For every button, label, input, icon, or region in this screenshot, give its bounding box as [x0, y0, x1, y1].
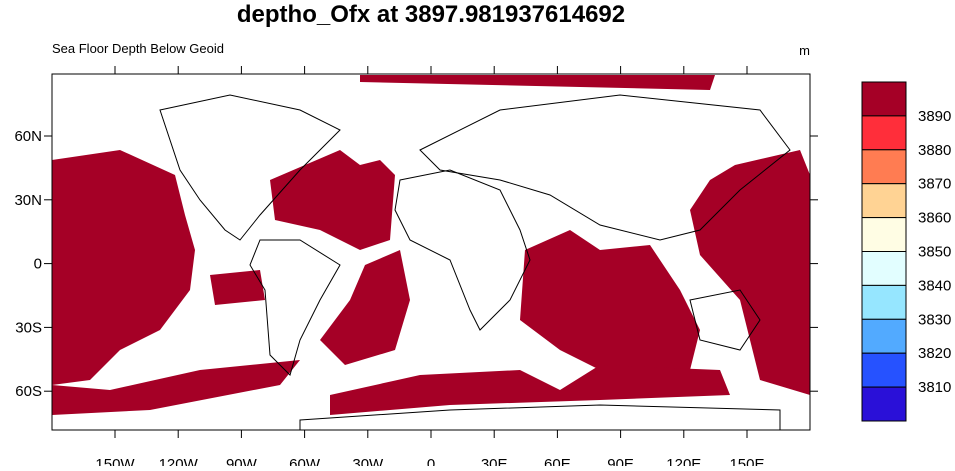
- colorbar-label: 3830: [918, 311, 951, 328]
- colorbar-label: 3810: [918, 379, 951, 396]
- colorbar-box: [861, 115, 907, 151]
- lat-label: 60N: [14, 128, 42, 145]
- lon-label: 150E: [729, 456, 764, 466]
- colorbar: 3890 3880 3870 3860 3850 3840 3830 3820 3810: [861, 81, 951, 422]
- colorbar-box: [861, 81, 907, 117]
- lat-label: 0: [34, 256, 42, 273]
- subtitle: Sea Floor Depth Below Geoid: [52, 41, 224, 56]
- lat-label: 30N: [14, 192, 42, 209]
- lat-label: 60S: [15, 383, 42, 400]
- colorbar-label: 3890: [918, 108, 951, 125]
- lon-label: 120E: [666, 456, 701, 466]
- colorbar-box: [861, 386, 907, 422]
- lon-label: 30E: [481, 456, 508, 466]
- lon-label: 60W: [289, 456, 321, 466]
- title: deptho_Ofx at 3897.981937614692: [237, 1, 625, 28]
- colorbar-box: [861, 183, 907, 219]
- map: [51, 73, 811, 431]
- lon-label: 90E: [607, 456, 634, 466]
- colorbar-label: 3850: [918, 244, 951, 261]
- colorbar-box: [861, 284, 907, 320]
- lon-label: 90W: [226, 456, 258, 466]
- colorbar-box: [861, 318, 907, 354]
- colorbar-box: [861, 251, 907, 286]
- lon-label: 30W: [352, 456, 384, 466]
- units: m: [799, 43, 810, 58]
- colorbar-label: 3840: [918, 277, 951, 294]
- ocean-fill: [52, 75, 810, 415]
- colorbar-label: 3880: [918, 142, 951, 159]
- colorbar-box: [861, 217, 907, 253]
- colorbar-label: 3820: [918, 345, 951, 362]
- lon-label: 0: [427, 456, 435, 466]
- lon-label: 120W: [159, 456, 199, 466]
- colorbar-box: [861, 352, 907, 388]
- colorbar-label: 3870: [918, 176, 951, 193]
- lat-label: 30S: [15, 319, 42, 336]
- colorbar-box: [861, 149, 907, 185]
- lon-label: 150W: [95, 456, 135, 466]
- lon-label: 60E: [544, 456, 571, 466]
- colorbar-label: 3860: [918, 210, 951, 227]
